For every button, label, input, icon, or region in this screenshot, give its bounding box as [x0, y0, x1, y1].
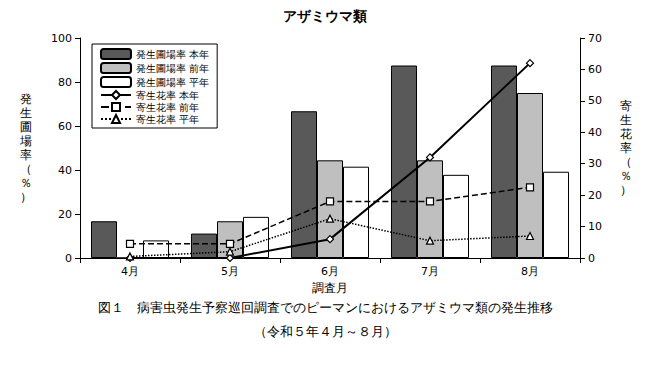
svg-text:（: （ [20, 162, 32, 176]
svg-text:％: ％ [620, 169, 632, 183]
svg-text:80: 80 [58, 76, 72, 89]
svg-text:）: ） [20, 190, 32, 204]
svg-text:70: 70 [588, 32, 602, 45]
svg-text:寄生花率 平年: 寄生花率 平年 [136, 114, 199, 125]
svg-text:アザミウマ類: アザミウマ類 [283, 8, 367, 24]
svg-text:60: 60 [588, 63, 602, 76]
svg-text:（令和５年４月～８月）: （令和５年４月～８月） [254, 324, 397, 339]
svg-text:4月: 4月 [121, 265, 139, 278]
svg-text:20: 20 [588, 189, 602, 202]
svg-text:発生圃場率 本年: 発生圃場率 本年 [136, 49, 209, 60]
svg-text:50: 50 [588, 94, 602, 107]
svg-text:発生圃場率 平年: 発生圃場率 平年 [136, 77, 209, 88]
svg-text:発生圃場率 前年: 発生圃場率 前年 [136, 63, 209, 74]
svg-text:20: 20 [58, 208, 72, 221]
svg-text:5月: 5月 [221, 265, 239, 278]
svg-text:寄生花率 本年: 寄生花率 本年 [136, 90, 199, 101]
svg-text:6月: 6月 [321, 265, 339, 278]
svg-text:10: 10 [588, 220, 602, 233]
svg-text:花: 花 [620, 127, 632, 141]
svg-text:生: 生 [20, 106, 32, 120]
svg-text:寄生花率 前年: 寄生花率 前年 [136, 102, 199, 113]
svg-text:0: 0 [588, 252, 595, 265]
svg-text:100: 100 [51, 32, 72, 45]
svg-text:40: 40 [58, 164, 72, 177]
svg-text:0: 0 [65, 252, 72, 265]
svg-text:生: 生 [620, 113, 632, 127]
svg-text:調査月: 調査月 [312, 281, 348, 295]
svg-text:8月: 8月 [521, 265, 539, 278]
svg-text:図１ 病害虫発生予察巡回調査でのピーマンにおけるアザミウマ類: 図１ 病害虫発生予察巡回調査でのピーマンにおけるアザミウマ類の発生推移 [98, 300, 553, 315]
svg-text:30: 30 [588, 157, 602, 170]
svg-text:寄: 寄 [620, 99, 632, 113]
svg-text:率: 率 [20, 148, 32, 162]
svg-text:圃: 圃 [20, 120, 32, 134]
svg-text:場: 場 [19, 134, 32, 148]
svg-text:7月: 7月 [421, 265, 439, 278]
svg-text:（: （ [620, 155, 632, 169]
svg-text:発: 発 [20, 92, 32, 106]
svg-text:60: 60 [58, 120, 72, 133]
svg-text:40: 40 [588, 126, 602, 139]
svg-text:）: ） [620, 183, 632, 197]
svg-text:％: ％ [20, 176, 32, 190]
svg-text:率: 率 [620, 141, 632, 155]
